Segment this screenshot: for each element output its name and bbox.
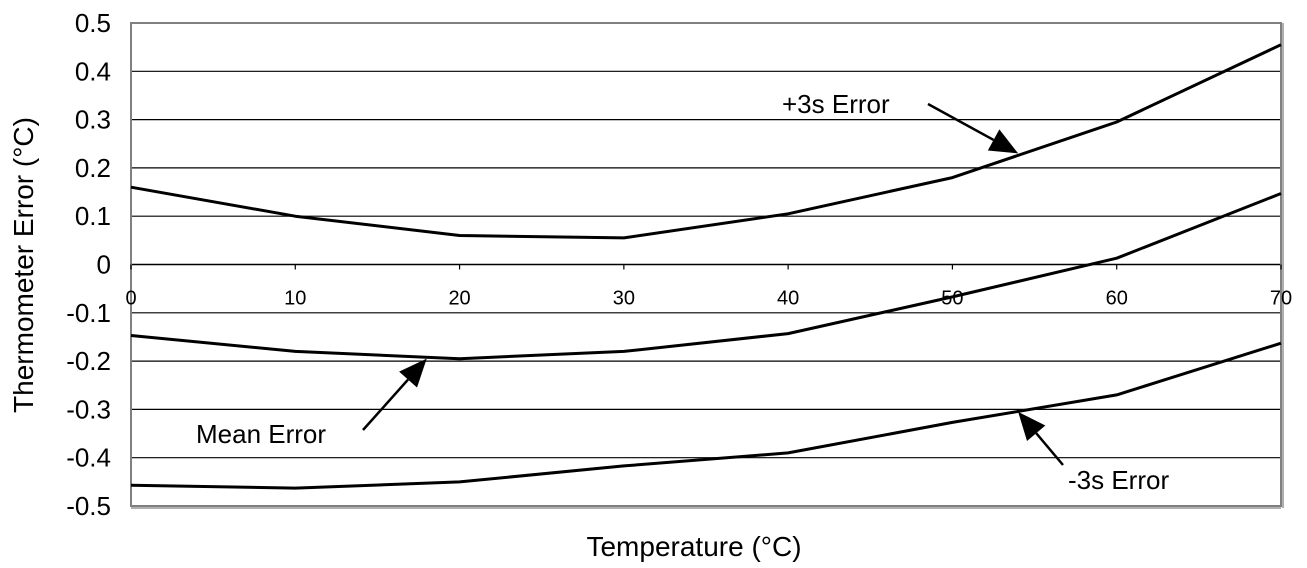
y-tick-label: -0.3 [66,394,111,424]
x-tick-label: 40 [777,288,799,310]
x-tick-label: 30 [613,288,635,310]
x-tick-label: 20 [448,288,470,310]
y-tick-label: 0.4 [75,56,111,86]
annotation-labels: +3s Error Mean Error -3s Error [196,89,1169,495]
series-line-2 [130,192,1282,361]
x-axis-ticks: 0 10 20 30 40 50 60 70 [125,264,1292,310]
series-line-3 [130,341,1282,490]
gridlines [131,70,1281,459]
x-axis-title: Temperature (°C) [586,531,801,562]
annotation-arrow-shaft [1035,432,1064,466]
y-tick-label: -0.1 [66,298,111,328]
series-line-1 [130,43,1282,240]
y-axis-ticks: 0.5 0.4 0.3 0.2 0.1 0 -0.1 -0.2 -0.3 -0.4 -0.5 [66,8,111,521]
annotation-arrow-shaft [362,378,409,431]
x-tick-label: 0 [125,288,136,310]
annotation-arrow-shaft [927,102,995,142]
annotation-arrows [362,102,1064,466]
y-tick-label: -0.5 [66,491,111,521]
annotation-arrow-head [399,358,427,388]
annotation-arrow-head [987,129,1019,154]
annotation-minus3s-label: -3s Error [1068,465,1169,495]
y-tick-label: 0 [97,250,111,280]
x-tick-label: 70 [1270,288,1292,310]
x-tick-label: 60 [1106,288,1128,310]
annotation-plus3s-label: +3s Error [782,89,890,119]
y-tick-label: 0.2 [75,153,111,183]
annotation-arrow-head [1018,411,1046,441]
annotation-mean-label: Mean Error [196,419,326,449]
x-tick-label: 50 [941,288,963,310]
y-tick-label: 0.5 [75,8,111,38]
y-tick-label: -0.2 [66,346,111,376]
series-lines [130,43,1282,490]
y-tick-label: 0.3 [75,105,111,135]
y-tick-label: 0.1 [75,201,111,231]
x-tick-label: 10 [284,288,306,310]
y-tick-label: -0.4 [66,443,111,473]
y-axis-title: Thermometer Error (°C) [8,117,39,413]
